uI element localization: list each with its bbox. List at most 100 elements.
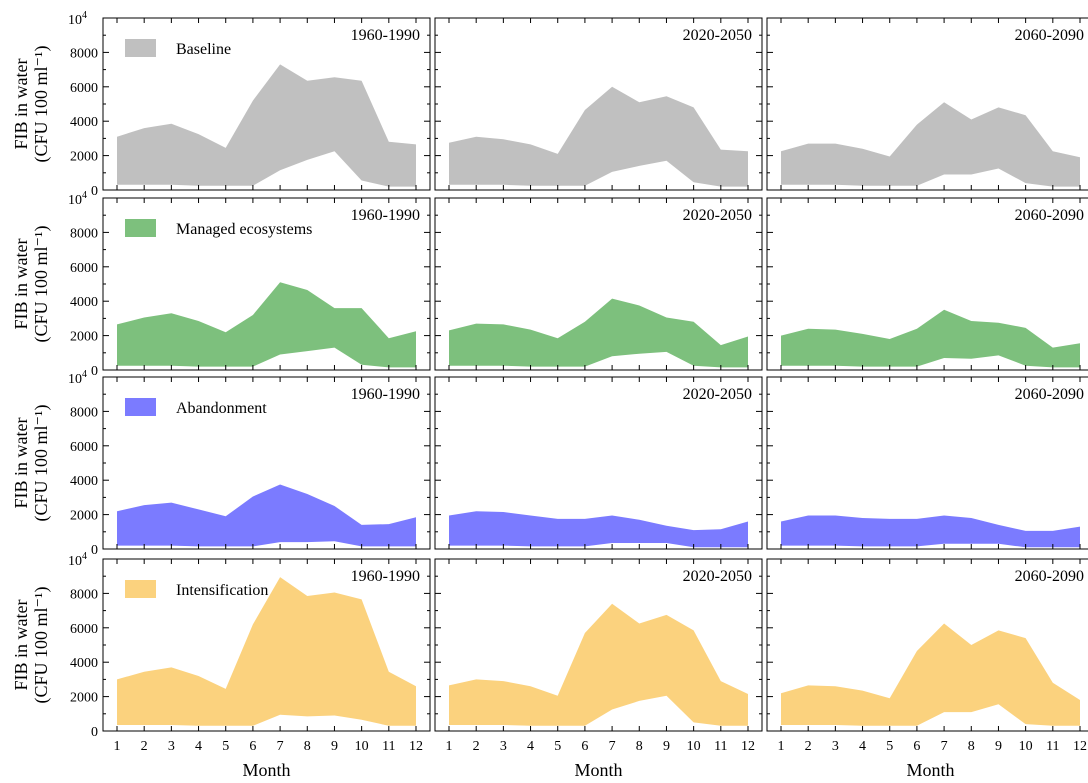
period-label: 2060-2090 xyxy=(1015,27,1084,44)
x-tick-label: 2 xyxy=(473,739,480,754)
y-tick-label: 6000 xyxy=(70,622,98,637)
x-tick-label: 7 xyxy=(277,739,284,754)
period-label: 1960-1990 xyxy=(351,386,420,403)
x-tick-label: 5 xyxy=(554,739,561,754)
y-tick-label: 8000 xyxy=(70,46,98,61)
y-top-tick-label: 104 xyxy=(68,10,87,28)
y-tick-label: 6000 xyxy=(70,440,98,455)
y-top-tick-exponent: 4 xyxy=(82,190,87,201)
panel-3-0: 1960-1990 Intensification 0 2000 4000 6000 800… xyxy=(11,551,431,780)
band-area xyxy=(117,282,416,368)
x-tick-label: 12 xyxy=(409,739,423,754)
y-tick-label: 2000 xyxy=(70,691,98,706)
y-top-tick-label: 104 xyxy=(68,551,87,569)
x-axis-title: Month xyxy=(574,760,622,780)
y-axis-title-line-1: FIB in water xyxy=(11,59,31,150)
period-label: 2020-2050 xyxy=(683,386,752,403)
x-tick-label: 6 xyxy=(581,739,588,754)
y-axis-title: FIB in water (CFU 100 ml⁻¹) xyxy=(11,226,52,343)
y-top-tick-base: 10 xyxy=(68,554,82,569)
y-tick-label: 2000 xyxy=(70,330,98,345)
band-area xyxy=(449,86,748,187)
y-tick-label: 8000 xyxy=(70,587,98,602)
band-area xyxy=(117,577,416,726)
y-tick-label: 6000 xyxy=(70,81,98,96)
band-area xyxy=(781,102,1080,187)
panel-1-2: 2060-2090 xyxy=(766,197,1088,371)
x-axis-title: Month xyxy=(906,760,954,780)
y-axis-title-line-2: (CFU 100 ml⁻¹) xyxy=(31,46,52,163)
x-tick-label: 1 xyxy=(114,739,121,754)
y-axis-title-line-2: (CFU 100 ml⁻¹) xyxy=(31,405,52,522)
panel-2-1: 2020-2050 xyxy=(434,376,763,550)
panel-2-0: 1960-1990 Abandonment 0 2000 4000 6000 8000 104… xyxy=(11,369,431,558)
y-tick-label: 4000 xyxy=(70,656,98,671)
x-tick-label: 3 xyxy=(832,739,839,754)
y-top-tick-label: 104 xyxy=(68,190,87,208)
y-tick-label: 4000 xyxy=(70,474,98,489)
panel-1-1: 2020-2050 xyxy=(434,197,763,371)
band-area xyxy=(781,623,1080,726)
x-tick-label: 10 xyxy=(1019,739,1033,754)
period-label: 2020-2050 xyxy=(683,27,752,44)
y-tick-label: 0 xyxy=(91,725,98,740)
y-tick-label: 2000 xyxy=(70,509,98,524)
x-tick-label: 3 xyxy=(500,739,507,754)
x-tick-label: 8 xyxy=(636,739,643,754)
x-tick-label: 9 xyxy=(995,739,1002,754)
x-tick-label: 8 xyxy=(304,739,311,754)
x-tick-label: 2 xyxy=(141,739,148,754)
y-tick-label: 4000 xyxy=(70,295,98,310)
period-label: 1960-1990 xyxy=(351,207,420,224)
x-tick-label: 4 xyxy=(527,739,534,754)
y-top-tick-exponent: 4 xyxy=(82,369,87,380)
panel-0-2: 2060-2090 xyxy=(766,17,1088,191)
band-area xyxy=(781,309,1080,368)
y-tick-label: 0 xyxy=(91,543,98,558)
x-tick-label: 2 xyxy=(805,739,812,754)
y-axis-title-line-1: FIB in water xyxy=(11,239,31,330)
y-axis-title: FIB in water (CFU 100 ml⁻¹) xyxy=(11,405,52,522)
y-axis-title: FIB in water (CFU 100 ml⁻¹) xyxy=(11,46,52,163)
x-tick-label: 6 xyxy=(249,739,256,754)
y-top-tick-base: 10 xyxy=(68,193,82,208)
x-tick-label: 7 xyxy=(941,739,948,754)
x-tick-label: 10 xyxy=(355,739,369,754)
y-tick-label: 2000 xyxy=(70,150,98,165)
panel-1-0: 1960-1990 Managed ecosystems 0 2000 4000 6000… xyxy=(11,190,431,379)
y-top-tick-base: 10 xyxy=(68,372,82,387)
period-label: 2060-2090 xyxy=(1015,568,1084,585)
y-top-tick-base: 10 xyxy=(68,13,82,28)
y-axis-title-line-1: FIB in water xyxy=(11,418,31,509)
x-axis-title: Month xyxy=(242,760,290,780)
legend-swatch xyxy=(125,39,156,57)
band-area xyxy=(449,298,748,368)
x-tick-label: 11 xyxy=(1046,739,1059,754)
legend-swatch xyxy=(125,219,156,237)
period-label: 2020-2050 xyxy=(683,568,752,585)
x-tick-label: 1 xyxy=(446,739,453,754)
legend-swatch xyxy=(125,398,156,416)
x-tick-label: 7 xyxy=(609,739,616,754)
x-tick-label: 12 xyxy=(1073,739,1087,754)
band-area xyxy=(449,603,748,726)
legend-swatch xyxy=(125,580,156,598)
y-axis-title-line-2: (CFU 100 ml⁻¹) xyxy=(31,587,52,704)
legend-label: Managed ecosystems xyxy=(176,221,312,238)
period-label: 1960-1990 xyxy=(351,568,420,585)
period-label: 2060-2090 xyxy=(1015,207,1084,224)
x-tick-label: 9 xyxy=(331,739,338,754)
band-area xyxy=(117,64,416,187)
y-top-tick-exponent: 4 xyxy=(82,10,87,21)
y-tick-label: 4000 xyxy=(70,115,98,130)
period-label: 2020-2050 xyxy=(683,207,752,224)
band-area xyxy=(117,484,416,547)
period-label: 1960-1990 xyxy=(351,27,420,44)
band-area xyxy=(781,515,1080,548)
y-axis-title: FIB in water (CFU 100 ml⁻¹) xyxy=(11,587,52,704)
y-tick-label: 8000 xyxy=(70,226,98,241)
x-tick-label: 9 xyxy=(663,739,670,754)
period-label: 2060-2090 xyxy=(1015,386,1084,403)
